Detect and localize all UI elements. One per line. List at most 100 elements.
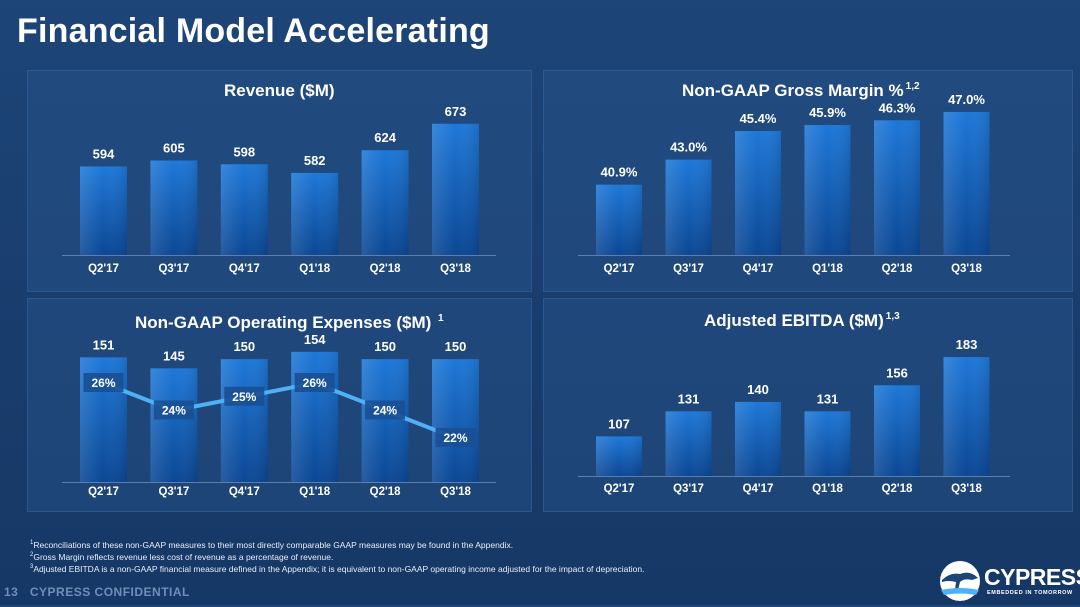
x-tick-label: Q2'18 [370, 263, 401, 275]
bar-sheen [220, 359, 268, 482]
bar-sheen [665, 411, 712, 476]
footnote-ref: 1,2 [905, 81, 920, 93]
x-tick-label: Q1'18 [812, 263, 843, 275]
data-label: 594 [93, 146, 115, 161]
bar-sheen [220, 164, 268, 255]
x-tick-label: Q3'18 [951, 483, 982, 495]
data-label: 624 [374, 130, 396, 145]
x-tick-label: Q2'17 [604, 263, 635, 275]
footnote-ref: 1 [438, 313, 444, 325]
bar-sheen [596, 184, 642, 255]
tree-logo-icon [940, 561, 980, 601]
data-label: 45.9% [809, 105, 846, 120]
x-tick-label: Q4'17 [229, 486, 260, 498]
data-label: 154 [304, 332, 326, 347]
page-number: 13 [4, 585, 19, 599]
data-label: 145 [163, 348, 185, 363]
x-tick-label: Q3'18 [440, 263, 471, 275]
bar-sheen [735, 131, 781, 255]
slide-title: Financial Model Accelerating [17, 12, 490, 50]
x-tick-label: Q4'17 [743, 263, 774, 275]
bar-sheen [150, 368, 198, 482]
data-label: 43.0% [670, 140, 707, 155]
footnote-3: 3Adjusted EBITDA is a non-GAAP financial… [30, 564, 645, 574]
bar-sheen [80, 166, 127, 255]
x-tick-label: Q2'18 [370, 486, 401, 498]
bar-sheen [874, 120, 920, 255]
data-label: 140 [747, 382, 769, 397]
line-data-label: 26% [91, 376, 115, 390]
data-label: 150 [445, 339, 467, 354]
bar-sheen [804, 411, 851, 476]
line-data-label: 24% [162, 404, 186, 418]
cypress-logo: CYPRESS EMBEDDED IN TOMORROW [938, 560, 1080, 602]
line-label-box [435, 428, 476, 447]
x-tick-label: Q3'17 [158, 263, 189, 275]
x-tick-label: Q1'18 [299, 486, 330, 498]
data-label: 156 [886, 365, 908, 380]
x-tick-label: Q3'17 [673, 263, 704, 275]
bar-sheen [874, 385, 920, 476]
line-label-box [224, 386, 265, 406]
bar-sheen [150, 160, 198, 255]
line-label-box [83, 373, 124, 392]
data-label: 605 [163, 141, 185, 156]
data-label: 107 [608, 416, 630, 431]
bar-sheen [735, 401, 781, 476]
bar-sheen [665, 159, 712, 255]
x-tick-label: Q2'17 [88, 486, 119, 498]
x-tick-label: Q2'17 [604, 483, 635, 495]
bar-sheen [596, 436, 642, 476]
bar-sheen [943, 111, 990, 256]
slide-footer: 13 CYPRESS CONFIDENTIAL [4, 585, 190, 599]
line-label-box [153, 400, 194, 420]
x-tick-label: Q1'18 [299, 263, 330, 275]
bar-sheen [943, 357, 990, 476]
x-tick-label: Q3'17 [158, 486, 189, 498]
x-tick-label: Q2'17 [88, 263, 119, 275]
line-data-label: 22% [443, 431, 467, 445]
bar-sheen [804, 125, 851, 256]
line-data-label: 26% [303, 376, 327, 390]
data-label: 131 [817, 391, 839, 406]
footnote-ref: 1,3 [885, 311, 900, 323]
data-label: 46.3% [879, 100, 916, 115]
x-tick-label: Q1'18 [812, 483, 843, 495]
x-tick-label: Q4'17 [743, 483, 774, 495]
data-label: 45.4% [740, 111, 777, 126]
bar-sheen [291, 172, 339, 255]
bar-sheen [361, 359, 409, 482]
data-label: 150 [233, 339, 255, 354]
opex-chart-title: Non-GAAP Operating Expenses ($M) 1 [135, 313, 444, 332]
line-data-label: 25% [232, 390, 256, 404]
bar-sheen [291, 351, 339, 482]
x-tick-label: Q2'18 [882, 263, 913, 275]
data-label: 183 [956, 337, 978, 352]
revenue-chart-title: Revenue ($M) [224, 81, 335, 100]
line-data-label: 24% [373, 404, 397, 418]
data-label: 131 [678, 391, 700, 406]
ebitda-chart-title: Adjusted EBITDA ($M) 1,3 [704, 311, 900, 330]
x-tick-label: Q4'17 [229, 263, 260, 275]
x-tick-label: Q3'17 [673, 483, 704, 495]
data-label: 150 [374, 339, 396, 354]
gross-margin-chart-title: Non-GAAP Gross Margin % 1,2 [682, 81, 920, 100]
x-tick-label: Q3'18 [440, 486, 471, 498]
x-tick-label: Q3'18 [951, 263, 982, 275]
bar-sheen [361, 150, 409, 255]
footnote-1: 1Reconciliations of these non-GAAP measu… [30, 540, 514, 550]
data-label: 582 [304, 153, 326, 168]
data-label: 151 [93, 337, 115, 352]
data-label: 40.9% [601, 165, 638, 180]
footnote-2: 2Gross Margin reflects revenue less cost… [30, 552, 334, 562]
data-label: 47.0% [948, 92, 985, 107]
x-tick-label: Q2'18 [882, 483, 913, 495]
line-label-box [365, 400, 406, 420]
bar-sheen [432, 359, 479, 482]
line-label-box [294, 373, 335, 392]
data-label: 598 [233, 144, 255, 159]
bar-sheen [432, 123, 479, 255]
confidential-label: CYPRESS CONFIDENTIAL [29, 585, 190, 599]
data-label: 673 [445, 104, 467, 119]
